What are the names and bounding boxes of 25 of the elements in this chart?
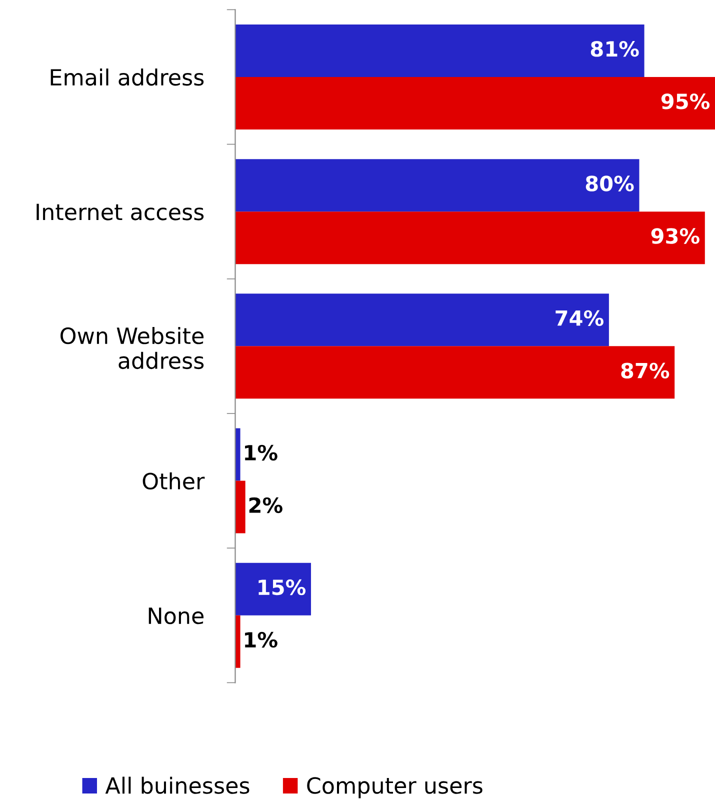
bar	[235, 480, 246, 534]
bar	[235, 76, 715, 130]
data-label: 1%	[245, 632, 278, 648]
bar	[235, 294, 609, 346]
y-tick-label: Other	[142, 472, 205, 490]
data-label: 74%	[556, 310, 604, 326]
data-label: 81%	[590, 41, 639, 57]
bar	[235, 346, 675, 399]
y-tick-label: Email address	[50, 68, 204, 86]
bar	[235, 212, 705, 264]
y-tick-label: None	[148, 608, 204, 624]
data-label: 1%	[245, 444, 278, 461]
data-label: 80%	[586, 176, 634, 192]
bar	[235, 562, 311, 616]
data-label: 87%	[621, 362, 670, 378]
data-label: 2%	[249, 497, 282, 514]
data-label: 93%	[651, 228, 700, 244]
data-label: 95%	[661, 94, 710, 110]
bar	[235, 24, 644, 77]
bar	[235, 159, 640, 212]
data-label: 15%	[258, 579, 306, 596]
legend-label: All buinesses	[105, 776, 250, 794]
legend-label: Computer users	[307, 777, 482, 798]
y-tick-label: Internet access	[36, 204, 204, 220]
y-tick-label: Own Website address	[60, 326, 204, 370]
